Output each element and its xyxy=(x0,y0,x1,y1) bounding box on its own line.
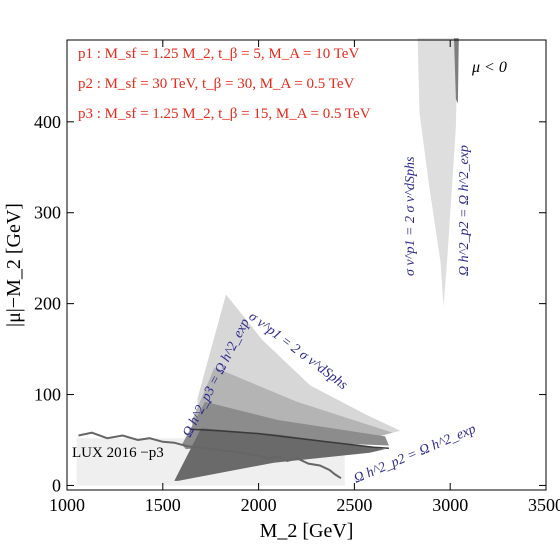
mu-sign-label: μ < 0 xyxy=(471,59,507,76)
dark-boundary-line xyxy=(189,428,389,449)
chart-lines xyxy=(78,428,389,480)
x-tick-label: 3000 xyxy=(432,495,468,515)
annotation-omega-p2-upper: Ω h^2_p2 = Ω h^2_exp xyxy=(457,145,472,276)
series-line-lux xyxy=(78,431,342,480)
legend-item-p2: p2 : M_sf = 30 TeV, t_β = 30, M_A = 0.5 … xyxy=(78,76,355,92)
x-tick-label: 2500 xyxy=(336,495,372,515)
x-axis-label: M_2 [GeV] xyxy=(260,520,354,542)
y-tick-label: 100 xyxy=(34,385,61,405)
chart-regions xyxy=(76,38,459,486)
region-upper-dark xyxy=(454,38,459,104)
y-tick-label: 200 xyxy=(34,294,61,314)
x-tick-label: 3500 xyxy=(528,495,560,515)
region-lower-darkest xyxy=(174,428,386,481)
x-tick-label: 1500 xyxy=(145,495,181,515)
legend-item-p1: p1 : M_sf = 1.25 M_2, t_β = 5, M_A = 10 … xyxy=(78,46,359,62)
annotation-lux: LUX 2016 −p3 xyxy=(72,445,164,461)
y-tick-label: 300 xyxy=(34,203,61,223)
legend-item-p3: p3 : M_sf = 1.25 M_2, t_β = 15, M_A = 0.… xyxy=(78,106,371,122)
y-axis-label: |μ|−M_2 [GeV] xyxy=(3,203,25,327)
region-upper-light xyxy=(417,38,458,307)
axis-ticks: 1000 1500 2000 2500 3000 3500 0 100 200 300 400 xyxy=(34,40,560,515)
y-tick-label: 400 xyxy=(34,112,61,132)
x-tick-label: 2000 xyxy=(241,495,277,515)
x-tick-label: 1000 xyxy=(49,495,85,515)
legend: p1 : M_sf = 1.25 M_2, t_β = 5, M_A = 10 … xyxy=(78,46,371,122)
annotation-sigma-p1-upper: σ v^p1 = 2 σ v^dSphs xyxy=(403,156,418,276)
plot-frame xyxy=(66,39,547,491)
y-tick-label: 0 xyxy=(52,475,61,495)
